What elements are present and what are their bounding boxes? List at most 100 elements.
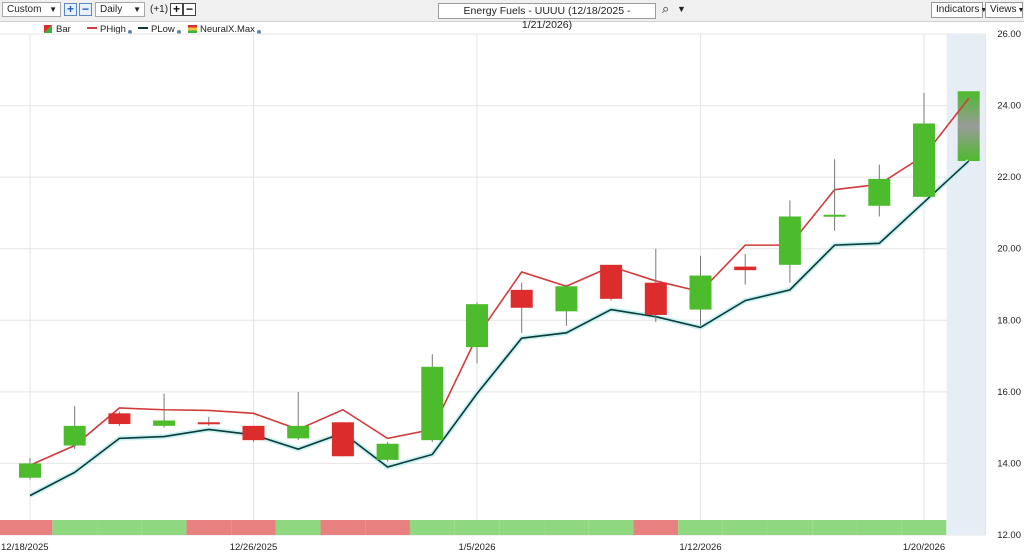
legend-plow-label: PLow — [151, 24, 175, 35]
plus-icon: + — [66, 2, 74, 16]
candle-body — [242, 425, 265, 441]
y-tick-label: 18.00 — [997, 315, 1021, 326]
indicator-lines — [28, 97, 971, 498]
views-label: Views — [990, 4, 1017, 15]
signal-band-segment — [365, 520, 410, 535]
legend-item-neuralx[interactable]: NeuralX.Max — [188, 24, 261, 35]
interval-select[interactable]: Daily ▼ — [95, 2, 145, 17]
signal-band-segment — [97, 520, 142, 535]
signal-band-segment — [544, 520, 589, 535]
candle-body — [421, 366, 444, 441]
settings-dot-icon — [176, 30, 181, 34]
chevron-down-icon: ▼ — [980, 7, 988, 14]
legend-item-bar[interactable]: Bar — [44, 24, 71, 35]
candle-body — [689, 275, 712, 310]
candle-body — [331, 422, 354, 457]
chevron-down-icon[interactable]: ▼ — [677, 4, 686, 14]
bar-icon — [44, 25, 52, 33]
settings-dot-icon — [256, 30, 261, 34]
neuralx-icon — [188, 25, 197, 33]
interval-value: Daily — [100, 4, 123, 15]
plow-glow — [28, 159, 971, 498]
candle-body — [778, 216, 801, 265]
signal-band-segment — [812, 520, 857, 535]
y-tick-label: 16.00 — [997, 387, 1021, 398]
y-axis: 12.00 14.00 16.00 18.00 20.00 22.00 24.00 26.00 — [997, 29, 1021, 541]
signal-band-segment — [320, 520, 366, 535]
y-tick-label: 14.00 — [997, 458, 1021, 469]
legend-bar-label: Bar — [56, 24, 71, 35]
candle-body — [63, 425, 86, 446]
signal-band — [0, 520, 947, 535]
offset-plus-button[interactable]: + — [170, 3, 183, 16]
y-tick-label: 22.00 — [997, 172, 1021, 183]
chevron-down-icon: ▼ — [1017, 7, 1024, 14]
y-tick-label: 24.00 — [997, 101, 1021, 112]
plow-line — [29, 160, 970, 497]
signal-band-segment — [901, 520, 947, 535]
candle-body — [197, 422, 220, 425]
zoom-in-button[interactable]: + — [64, 3, 77, 16]
candle-body — [466, 304, 488, 348]
y-tick-label: 26.00 — [997, 29, 1021, 40]
signal-band-segment — [231, 520, 276, 535]
legend-item-plow[interactable]: PLow — [138, 24, 181, 35]
line-icon — [87, 27, 97, 29]
line-icon — [138, 27, 148, 29]
plus-icon: + — [172, 2, 180, 16]
magnifier-icon[interactable]: ⌕ — [662, 1, 670, 16]
candle-body — [287, 425, 310, 439]
forecast-region — [946, 34, 985, 535]
minus-icon: − — [185, 2, 193, 16]
candle-body — [644, 282, 667, 315]
signal-band-segment — [454, 520, 500, 535]
candle-body — [868, 178, 891, 206]
signal-band-segment — [633, 520, 679, 535]
y-tick-label: 12.00 — [997, 530, 1021, 541]
offset-minus-button[interactable]: − — [183, 3, 196, 16]
signal-band-segment — [588, 520, 634, 535]
x-axis: 12/18/2025 12/26/2025 1/5/2026 1/12/2026 1/2… — [1, 542, 945, 553]
indicators-button[interactable]: Indicators▼ — [931, 2, 987, 18]
candles — [19, 93, 935, 480]
signal-band-segment — [409, 520, 455, 535]
candle-body — [600, 264, 623, 299]
signal-band-segment — [0, 520, 53, 535]
candle-body — [555, 286, 578, 312]
candle-body — [913, 123, 935, 197]
x-tick-label: 1/20/2026 — [903, 542, 945, 553]
chevron-down-icon: ▼ — [133, 5, 141, 14]
signal-band-segment — [141, 520, 187, 535]
chevron-down-icon: ▼ — [49, 5, 57, 14]
neuralx-forecast-bar — [957, 91, 980, 162]
legend-item-phigh[interactable]: PHigh — [87, 24, 132, 35]
signal-band-segment — [186, 520, 232, 535]
legend-phigh-label: PHigh — [100, 24, 126, 35]
minus-icon: − — [81, 2, 89, 16]
candle-body — [19, 463, 41, 478]
signal-band-segment — [275, 520, 321, 535]
y-tick-label: 20.00 — [997, 244, 1021, 255]
views-button[interactable]: Views▼ — [985, 2, 1024, 18]
candle-body — [734, 266, 757, 271]
period-value: Custom — [7, 4, 42, 15]
period-select[interactable]: Custom ▼ — [2, 2, 61, 17]
signal-band-segment — [856, 520, 902, 535]
legend-neuralx-label: NeuralX.Max — [200, 24, 255, 35]
indicators-label: Indicators — [936, 4, 980, 15]
phigh-line — [29, 97, 970, 466]
chart-title: Energy Fuels - UUUU (12/18/2025 - 1/21/2… — [463, 5, 631, 31]
signal-band-segment — [767, 520, 813, 535]
candle-body — [376, 443, 399, 460]
symbol-title-box[interactable]: Energy Fuels - UUUU (12/18/2025 - 1/21/2… — [438, 3, 656, 31]
x-tick-label: 1/5/2026 — [459, 542, 496, 553]
signal-band-segment — [722, 520, 768, 535]
zoom-out-button[interactable]: − — [79, 3, 92, 16]
signal-band-segment — [499, 520, 545, 535]
signal-band-segment — [52, 520, 98, 535]
x-tick-label: 1/12/2026 — [679, 542, 721, 553]
candle-body — [153, 420, 176, 426]
gridlines — [0, 33, 986, 536]
candle-body — [108, 413, 131, 425]
